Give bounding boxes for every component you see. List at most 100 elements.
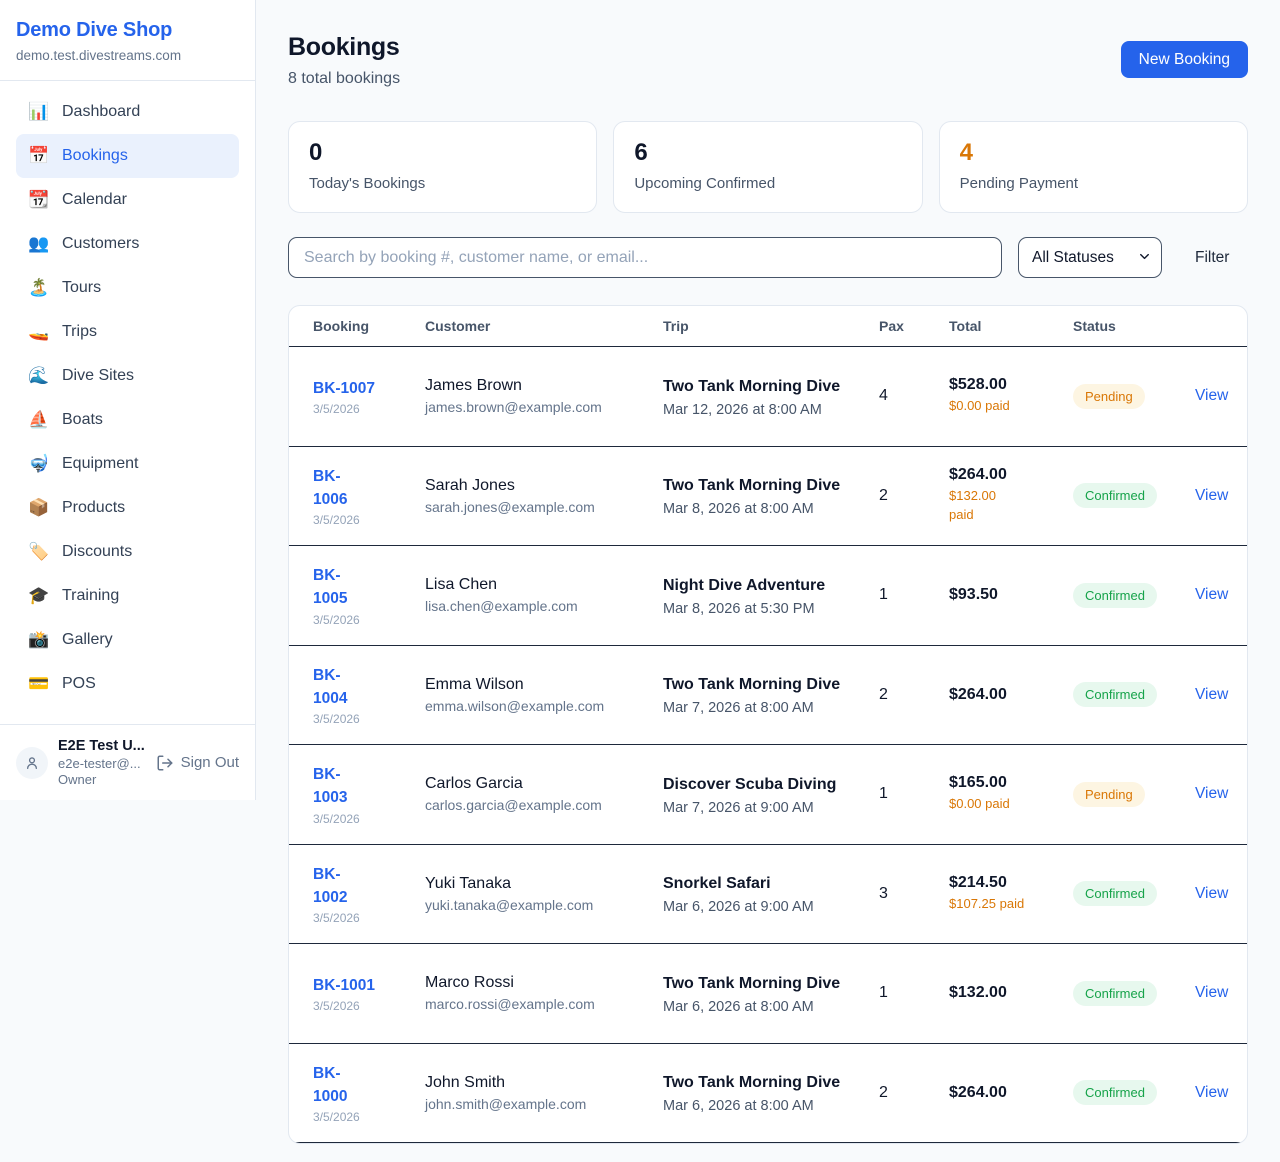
pax-count: 4: [879, 387, 888, 405]
stat-card-todays-bookings: 0 Today's Bookings: [288, 121, 598, 213]
sidebar-item[interactable]: 🤿 Equipment: [16, 442, 239, 486]
view-link[interactable]: View: [1195, 486, 1229, 504]
status-badge: Confirmed: [1073, 582, 1157, 608]
column-header-status: Status: [1073, 318, 1116, 334]
booking-id-link[interactable]: BK-1001: [313, 976, 376, 994]
sidebar-item-label: Customers: [62, 235, 140, 252]
sidebar-item[interactable]: 🚤 Trips: [16, 310, 239, 354]
sidebar-item[interactable]: 🌊 Dive Sites: [16, 354, 239, 398]
trip-name: Two Tank Morning Dive: [663, 477, 841, 495]
trip-cell: Snorkel Safari Mar 6, 2026 at 9:00 AM: [663, 872, 879, 915]
customer-name: Carlos Garcia: [425, 775, 523, 793]
booking-id-link[interactable]: BK- 1004: [313, 666, 348, 707]
customer-email: john.smith@example.com: [425, 1095, 587, 1112]
main-content: Bookings 8 total bookings New Booking 0 …: [256, 0, 1280, 1144]
booking-created-date: 3/5/2026: [313, 513, 360, 527]
paid-amount: $132.00 paid: [949, 488, 996, 523]
trip-cell: Two Tank Morning Dive Mar 8, 2026 at 8:0…: [663, 474, 879, 517]
booking-cell: BK- 1002 3/5/2026: [313, 863, 425, 926]
actions-cell: View: [1195, 487, 1231, 505]
sidebar-item-icon: 🌊: [28, 366, 50, 385]
booking-created-date: 3/5/2026: [313, 911, 360, 925]
status-badge: Confirmed: [1073, 1080, 1157, 1106]
user-info: E2E Test U... e2e-tester@... Owner: [58, 737, 145, 788]
customer-cell: James Brown james.brown@example.com: [425, 377, 663, 415]
stat-label: Today's Bookings: [309, 175, 426, 192]
customer-email: marco.rossi@example.com: [425, 996, 595, 1013]
trip-datetime: Mar 6, 2026 at 8:00 AM: [663, 1098, 814, 1115]
booking-id-link[interactable]: BK- 1002: [313, 865, 348, 906]
column-header-customer: Customer: [425, 318, 491, 334]
view-link[interactable]: View: [1195, 586, 1229, 604]
booking-id-link[interactable]: BK- 1000: [313, 1064, 348, 1105]
status-cell: Pending: [1073, 781, 1195, 807]
view-link[interactable]: View: [1195, 984, 1229, 1002]
trip-name: Two Tank Morning Dive: [663, 377, 841, 395]
search-input[interactable]: [288, 237, 1002, 278]
sidebar-item-icon: 🚤: [28, 322, 50, 341]
sidebar: Demo Dive Shop demo.test.divestreams.com…: [0, 0, 256, 800]
sidebar-item-icon: 📅: [28, 146, 50, 165]
customer-name: John Smith: [425, 1073, 506, 1091]
sidebar-item-icon: 📸: [28, 630, 50, 649]
view-link[interactable]: View: [1195, 884, 1229, 902]
customer-email: carlos.garcia@example.com: [425, 797, 602, 814]
trip-cell: Night Dive Adventure Mar 8, 2026 at 5:30…: [663, 574, 879, 617]
trip-datetime: Mar 7, 2026 at 8:00 AM: [663, 700, 814, 717]
sidebar-item[interactable]: 🎓 Training: [16, 574, 239, 618]
sidebar-item[interactable]: 🏝️ Tours: [16, 266, 239, 310]
booking-created-date: 3/5/2026: [313, 998, 360, 1013]
page-title: Bookings: [288, 33, 400, 61]
sidebar-item[interactable]: 📆 Calendar: [16, 178, 239, 222]
sidebar-item-icon: 📦: [28, 498, 50, 517]
status-cell: Pending: [1073, 383, 1195, 409]
column-header-total: Total: [949, 318, 982, 334]
sign-out-button[interactable]: Sign Out: [156, 754, 239, 772]
sidebar-item[interactable]: 💳 POS: [16, 662, 239, 706]
total-amount: $264.00: [949, 466, 1007, 484]
customer-email: sarah.jones@example.com: [425, 498, 595, 515]
status-cell: Confirmed: [1073, 881, 1195, 907]
sidebar-item[interactable]: 👥 Customers: [16, 222, 239, 266]
new-booking-button[interactable]: New Booking: [1120, 41, 1248, 78]
status-cell: Confirmed: [1073, 980, 1195, 1006]
sidebar-item[interactable]: ⛵ Boats: [16, 398, 239, 442]
bookings-table: Booking Customer Trip Pax Total Status B…: [288, 305, 1248, 1144]
sidebar-item[interactable]: 📅 Bookings: [16, 134, 239, 178]
sidebar-item[interactable]: 🏷️ Discounts: [16, 530, 239, 574]
sidebar-item-label: Equipment: [62, 455, 139, 472]
booking-id-link[interactable]: BK- 1003: [313, 766, 348, 807]
total-cell: $132.00: [949, 984, 1073, 1002]
sidebar-item-label: Dashboard: [62, 103, 141, 120]
customer-cell: Sarah Jones sarah.jones@example.com: [425, 477, 663, 515]
status-filter-select[interactable]: All Statuses: [1018, 237, 1162, 278]
customer-cell: John Smith john.smith@example.com: [425, 1074, 663, 1112]
sidebar-item[interactable]: 📸 Gallery: [16, 618, 239, 662]
total-amount: $214.50: [949, 873, 1007, 891]
view-link[interactable]: View: [1195, 685, 1229, 703]
booking-created-date: 3/5/2026: [313, 612, 360, 627]
booking-id-link[interactable]: BK- 1006: [313, 467, 348, 508]
total-cell: $264.00 $132.00 paid: [949, 466, 1073, 525]
filter-button[interactable]: Filter: [1195, 248, 1230, 266]
paid-amount: $0.00 paid: [949, 796, 1010, 812]
booking-id-link[interactable]: BK-1007: [313, 379, 376, 397]
booking-id-link[interactable]: BK- 1005: [313, 567, 348, 608]
sidebar-item-label: POS: [62, 675, 96, 692]
view-link[interactable]: View: [1195, 387, 1229, 405]
view-link[interactable]: View: [1195, 1083, 1229, 1101]
sidebar-item[interactable]: 📦 Products: [16, 486, 239, 530]
stat-value: 6: [634, 139, 648, 166]
view-link[interactable]: View: [1195, 785, 1229, 803]
status-badge: Confirmed: [1073, 682, 1157, 708]
stats-row: 0 Today's Bookings 6 Upcoming Confirmed …: [288, 121, 1248, 213]
sidebar-item-icon: 👥: [28, 234, 50, 253]
sidebar-item[interactable]: 📊 Dashboard: [16, 90, 239, 134]
sidebar-item-icon: 🎓: [28, 586, 50, 605]
trip-cell: Two Tank Morning Dive Mar 7, 2026 at 8:0…: [663, 673, 879, 716]
customer-email: james.brown@example.com: [425, 399, 602, 416]
trip-cell: Discover Scuba Diving Mar 7, 2026 at 9:0…: [663, 773, 879, 816]
total-amount: $165.00: [949, 774, 1007, 792]
sign-out-label: Sign Out: [180, 754, 239, 772]
brand-domain: demo.test.divestreams.com: [16, 48, 182, 63]
